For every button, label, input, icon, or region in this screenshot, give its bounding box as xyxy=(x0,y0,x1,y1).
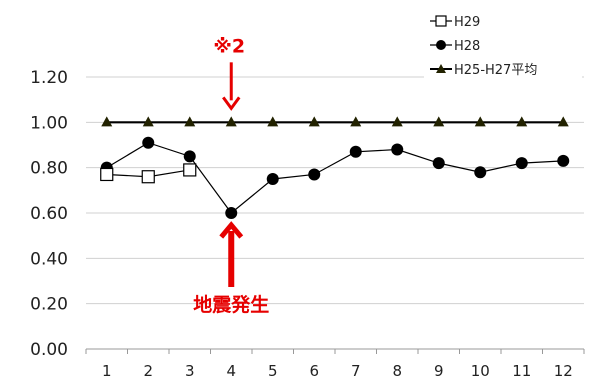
circle-marker xyxy=(183,150,196,163)
x-tick-label: 7 xyxy=(351,362,361,380)
circle-marker xyxy=(349,145,362,158)
triangle-marker xyxy=(433,116,445,127)
legend-label: H25-H27平均 xyxy=(454,63,537,78)
annotation: 地震発生 xyxy=(193,221,269,316)
annotation: ※2 xyxy=(213,35,245,111)
x-tick-label: 6 xyxy=(309,362,319,380)
x-tick-label: 1 xyxy=(102,362,112,380)
triangle-marker xyxy=(474,116,486,127)
circle-marker xyxy=(225,207,238,219)
series-H28 xyxy=(100,136,570,219)
y-tick-label: 0.80 xyxy=(30,159,68,179)
x-tick-label: 9 xyxy=(434,362,444,380)
annotations-layer: ※2 地震発生 xyxy=(193,35,269,316)
circle-marker xyxy=(432,157,445,170)
circle-marker xyxy=(515,157,528,170)
y-tick-label: 0.40 xyxy=(30,249,68,269)
triangle-marker xyxy=(557,116,569,127)
triangle-marker xyxy=(308,116,320,127)
x-axis-ticks: 1 2 3 4 5 6 7 8 9 10 11 12 xyxy=(85,348,585,380)
arrow-head xyxy=(222,96,241,111)
circle-marker xyxy=(308,168,321,181)
circle-marker xyxy=(557,154,570,167)
x-tick-label: 2 xyxy=(143,362,153,380)
square-marker xyxy=(100,167,114,182)
triangle-marker xyxy=(101,116,113,127)
arrow-head xyxy=(219,221,244,239)
triangle-marker xyxy=(142,116,154,127)
y-tick-label: 0.60 xyxy=(30,204,68,224)
legend: H29 H28 H25-H27平均 xyxy=(424,6,582,94)
legend-item: H25-H27平均 xyxy=(430,63,537,78)
series-layer xyxy=(100,116,570,219)
triangle-marker xyxy=(225,116,237,127)
annotation-label: ※2 xyxy=(213,35,245,57)
square-marker xyxy=(141,170,155,184)
x-tick-label: 4 xyxy=(226,362,236,380)
y-tick-label: 0.00 xyxy=(30,340,68,360)
triangle-marker xyxy=(350,116,362,127)
circle-marker xyxy=(142,136,155,149)
triangle-marker xyxy=(436,64,446,73)
series-H25-H27平均 xyxy=(101,116,569,127)
circle-marker xyxy=(436,40,446,50)
annotation-label: 地震発生 xyxy=(193,293,269,316)
triangle-marker xyxy=(516,116,528,127)
legend-background xyxy=(424,6,582,94)
legend-label: H28 xyxy=(454,39,480,54)
series-line xyxy=(106,142,564,214)
circle-marker xyxy=(391,143,404,156)
y-tick-label: 0.20 xyxy=(30,295,68,315)
grid-lines xyxy=(86,76,584,350)
x-tick-label: 11 xyxy=(512,362,531,380)
series-H29 xyxy=(100,163,197,184)
triangle-marker xyxy=(267,116,279,127)
legend-item: H28 xyxy=(430,39,480,54)
x-tick-label: 10 xyxy=(471,362,490,380)
y-tick-label: 1.20 xyxy=(30,68,68,88)
x-tick-label: 8 xyxy=(392,362,402,380)
triangle-marker xyxy=(391,116,403,127)
legend-label: H29 xyxy=(454,15,480,30)
x-tick-label: 5 xyxy=(268,362,278,380)
legend-item: H29 xyxy=(430,15,480,30)
square-marker xyxy=(183,163,197,177)
x-tick-label: 3 xyxy=(185,362,195,380)
square-marker xyxy=(435,15,447,27)
circle-marker xyxy=(474,166,487,179)
triangle-marker xyxy=(184,116,196,127)
circle-marker xyxy=(266,173,279,185)
y-tick-label: 1.00 xyxy=(30,113,68,133)
x-tick-label: 12 xyxy=(554,362,573,380)
y-axis-ticks: 0.00 0.20 0.40 0.60 0.80 1.00 1.20 xyxy=(30,68,68,360)
